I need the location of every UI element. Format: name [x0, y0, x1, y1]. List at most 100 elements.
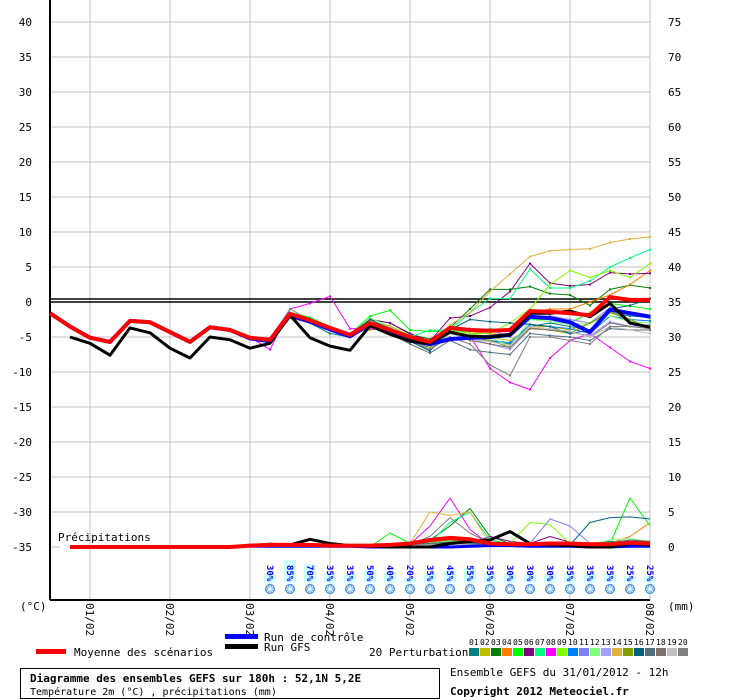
snowflake-icon [305, 584, 315, 594]
x-tick-label: 05/02 [403, 603, 416, 636]
perturbation-11-temp-point [609, 306, 611, 309]
y-left-tick-label: -5 [19, 331, 32, 344]
series [48, 235, 651, 549]
snowflake-icon-arms [446, 585, 454, 593]
perturbation-13-temp-point [509, 348, 511, 351]
snow-probability-bar [444, 570, 456, 583]
perturbation-06-temp-point [509, 290, 511, 293]
y-left-tick-label: -20 [12, 436, 32, 449]
perturbation-swatches: 01 02 03 04 05 06 07 08 09 10 11 12 13 14 15 16 17 18 19 20 [469, 638, 688, 656]
y-left-tick-label: 35 [19, 51, 32, 64]
snowflake-icon [525, 584, 535, 594]
snowflake-icon-arms [466, 585, 474, 593]
perturbation-17-temp-point [549, 334, 551, 337]
perturbation-09-temp-point [549, 283, 551, 286]
perturbation-06-temp-point [629, 273, 631, 275]
legend-swatch-perturbation-14 [612, 648, 622, 656]
perturbation-08-temp-point [609, 346, 611, 349]
x-tick-label: 03/02 [243, 603, 256, 636]
perturbation-14-temp-point [589, 247, 591, 250]
y-right-tick-label: 30 [668, 331, 681, 344]
snowflake-icon-arms [346, 585, 354, 593]
perturbation-14-temp-point [649, 235, 651, 238]
snow-probability-bar [284, 560, 296, 583]
legend-label-gfs: Run GFS [264, 641, 310, 654]
perturbation-08-temp-point [549, 357, 551, 359]
snowflake-icon [325, 584, 335, 594]
perturbation-14-temp-point [569, 248, 571, 251]
perturbation-07-temp-point [529, 268, 531, 271]
snowflake-icon-arms [486, 585, 494, 593]
perturbation-08-temp-point [309, 302, 311, 305]
perturbation-01-temp-point [509, 343, 511, 345]
perturbation-01-temp-point [629, 315, 631, 317]
snowflake-icon-arms [526, 585, 534, 593]
perturbation-16-temp-point [629, 304, 631, 307]
legend-label-perturbations: 20 Perturbations [369, 646, 475, 659]
perturbation-06-temp-point [549, 282, 551, 285]
perturbation-17-temp-point [609, 327, 611, 330]
perturbation-09-temp-point [569, 269, 571, 272]
snowflake-icon [385, 584, 395, 594]
perturbation-12-temp-point [529, 318, 531, 321]
perturbation-08-temp-point [349, 327, 351, 330]
perturbation-02-temp-point [369, 329, 371, 331]
perturbation-15-temp-point [489, 339, 491, 342]
perturbation-18-temp-point [549, 329, 551, 331]
perturbation-18-temp-point [489, 343, 491, 345]
perturbation-10-temp-point [649, 319, 651, 322]
perturbation-20-temp-point [569, 339, 571, 342]
legend-swatch-perturbation-07 [535, 648, 545, 656]
snow-probability-bar [624, 576, 636, 583]
y-right-tick-label: 75 [668, 16, 681, 29]
snow-probability-bar [504, 574, 516, 583]
perturbation-03-temp-point [529, 285, 531, 288]
perturbation-16-temp-point [469, 318, 471, 321]
snowflake-icon-arms [566, 585, 574, 593]
perturbation-08-temp-point [509, 381, 511, 384]
legend-number-perturbation-05: 05 [513, 638, 523, 647]
perturbation-18-temp-point [509, 346, 511, 349]
y-left-tick-label: 40 [19, 16, 32, 29]
legend-swatch-perturbation-01 [469, 648, 479, 656]
perturbation-01-temp-point [549, 322, 551, 324]
perturbation-17-temp-point [409, 343, 411, 345]
legend-swatch-perturbation-06 [524, 648, 534, 656]
x-tick-label: 08/02 [643, 603, 656, 636]
snow-probability-label: 30% [264, 565, 274, 582]
perturbation-10-temp-point [569, 327, 571, 330]
perturbation-07-temp-point [649, 248, 651, 251]
title-box [20, 668, 440, 699]
legend-number-perturbation-18: 18 [656, 638, 666, 647]
y-left-tick-label: -30 [12, 506, 32, 519]
snow-probability-label: 40% [384, 565, 394, 582]
legend-number-perturbation-01: 01 [469, 638, 479, 647]
legend-swatch-perturbation-19 [667, 648, 677, 656]
perturbation-14-temp-line [229, 236, 651, 342]
legend-swatch-perturbation-11 [579, 648, 589, 656]
legend-swatch-gfs [225, 644, 258, 649]
legend-swatch-perturbation-15 [623, 648, 633, 656]
y-left-tick-label: -15 [12, 401, 32, 414]
perturbation-12-temp-point [609, 315, 611, 317]
perturbation-12-temp-point [549, 320, 551, 323]
perturbation-05-temp-point [589, 311, 591, 314]
legend-swatch-perturbation-18 [656, 648, 666, 656]
perturbation-03-temp-point [609, 288, 611, 291]
snowflake-icon-arms [286, 585, 294, 593]
perturbation-13-temp-point [609, 320, 611, 323]
x-tick-label: 04/02 [323, 603, 336, 636]
perturbation-20-temp-point [589, 343, 591, 345]
legend-number-perturbation-02: 02 [480, 638, 490, 647]
perturbation-06-temp-point [449, 317, 451, 320]
snowflake-icon [485, 584, 495, 594]
perturbation-17-temp-point [489, 351, 491, 354]
snowflake-icon-arms [266, 585, 274, 593]
legend-number-perturbation-16: 16 [634, 638, 644, 647]
perturbation-04-temp-point [569, 308, 571, 310]
perturbation-03-temp-point [569, 294, 571, 296]
y-right-tick-label: 50 [668, 191, 681, 204]
y-right-tick-label: 55 [668, 156, 681, 169]
